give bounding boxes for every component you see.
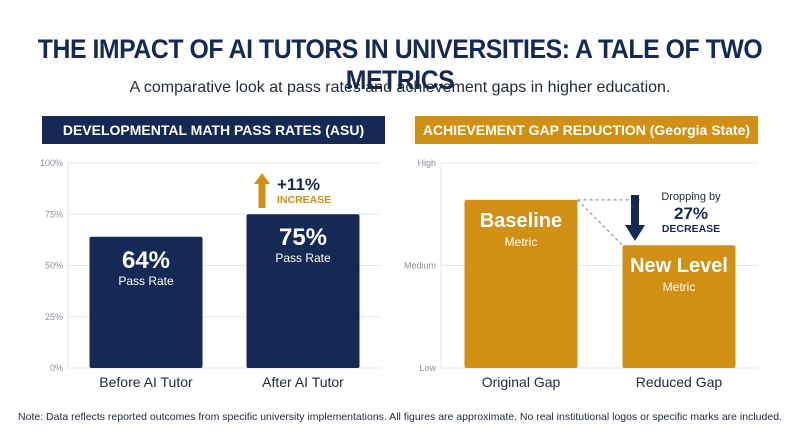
math-bar-caption-before: Pass Rate <box>118 273 174 288</box>
increase-value: +11% <box>277 175 321 194</box>
page-title: THE IMPACT OF AI TUTORS IN UNIVERSITIES:… <box>37 34 763 95</box>
gap-bar-label-reduced: New Level Metric <box>623 253 736 294</box>
math-bar <box>89 236 203 368</box>
gap-connector-diagonal <box>577 199 623 246</box>
math-bar-value-after: 75% <box>278 224 328 252</box>
decrease-callout: Dropping by 27% DECREASE <box>651 191 731 235</box>
gap-bar-label-original: Baseline Metric <box>465 208 578 249</box>
gap-bar <box>622 245 736 368</box>
page-subtitle: A comparative look at pass rates and ach… <box>129 79 671 96</box>
increase-label: INCREASE <box>277 194 332 206</box>
gap-bar-caption-reduced: Metric <box>662 280 696 295</box>
gap-category-label: Reduced Gap <box>636 374 723 390</box>
math-bar-label-before: 64% Pass Rate <box>90 247 203 288</box>
arrow-up-icon <box>254 173 270 208</box>
gap-bar-name-reduced: New Level <box>630 255 728 278</box>
gap-bar-caption-original: Metric <box>504 234 538 249</box>
arrow-down-icon <box>625 195 645 241</box>
increase-callout: +11% INCREASE <box>277 176 331 207</box>
footnote: Note: Data reflects reported outcomes fr… <box>18 411 782 423</box>
math-chart-title: DEVELOPMENTAL MATH PASS RATES (ASU) <box>42 116 385 144</box>
math-bar <box>246 214 360 368</box>
gap-category-label: Original Gap <box>482 374 561 390</box>
math-bar-label-after: 75% Pass Rate <box>247 224 360 265</box>
decrease-prefix: Dropping by <box>661 191 721 203</box>
decrease-value: 27% <box>673 204 709 223</box>
math-y-tick-label: 0% <box>50 363 63 373</box>
gap-y-tick-label: High <box>417 158 436 168</box>
math-y-tick-label: 50% <box>45 261 63 271</box>
gap-chart-title: ACHIEVEMENT GAP REDUCTION (Georgia State… <box>415 116 758 144</box>
math-y-tick-label: 100% <box>40 158 63 168</box>
gap-bar <box>464 199 578 368</box>
math-bar-value-before: 64% <box>121 246 171 274</box>
math-category-label: After AI Tutor <box>262 374 344 390</box>
math-y-tick-label: 25% <box>45 312 63 322</box>
decrease-label: DECREASE <box>661 223 721 235</box>
gap-y-tick-label: Low <box>419 363 436 373</box>
gap-bar-name-original: Baseline <box>479 209 563 232</box>
math-bar-caption-after: Pass Rate <box>275 251 331 266</box>
gap-y-tick-label: Medium <box>404 261 436 271</box>
math-category-label: Before AI Tutor <box>99 374 193 390</box>
math-y-tick-label: 75% <box>45 209 63 219</box>
